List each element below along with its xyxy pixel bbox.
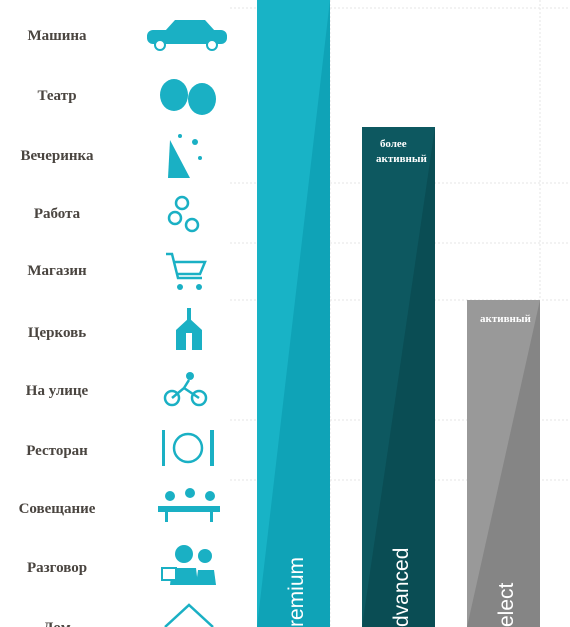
talk-icon (161, 545, 216, 585)
icons (147, 20, 227, 627)
bar-shade (467, 300, 540, 627)
bars (257, 0, 540, 627)
bar-note: активный (376, 153, 427, 165)
home-icon (164, 603, 214, 627)
row-label: Магазин (27, 263, 87, 279)
bar-label: dvanced (390, 548, 413, 627)
bar-label: elect (495, 582, 518, 627)
bar-note: активный (480, 313, 531, 325)
bar-shade (362, 127, 435, 627)
theatre-icon (160, 79, 188, 111)
row-label: Дом (43, 620, 71, 627)
car-icon (147, 30, 227, 44)
row-label: Машина (27, 28, 87, 44)
row-label: Вечеринка (21, 148, 94, 164)
row-label: Совещание (19, 501, 96, 517)
row-label: Ресторан (26, 443, 88, 459)
bar-label: remium (285, 557, 308, 627)
row-label: Работа (34, 206, 81, 222)
meeting-icon (158, 488, 220, 522)
party-icon (168, 140, 190, 178)
restaurant-icon (172, 432, 204, 464)
row-label: Театр (37, 88, 76, 104)
row-label: На улице (26, 383, 89, 399)
bar-shade (257, 0, 330, 627)
theatre-icon (188, 83, 216, 115)
bar-note: более (380, 138, 407, 150)
bike-icon (163, 389, 181, 407)
work-icon (174, 195, 190, 211)
row-label: Церковь (28, 325, 86, 341)
car-icon (165, 20, 215, 31)
row-label: Разговор (27, 560, 87, 576)
cart-icon (166, 252, 207, 280)
